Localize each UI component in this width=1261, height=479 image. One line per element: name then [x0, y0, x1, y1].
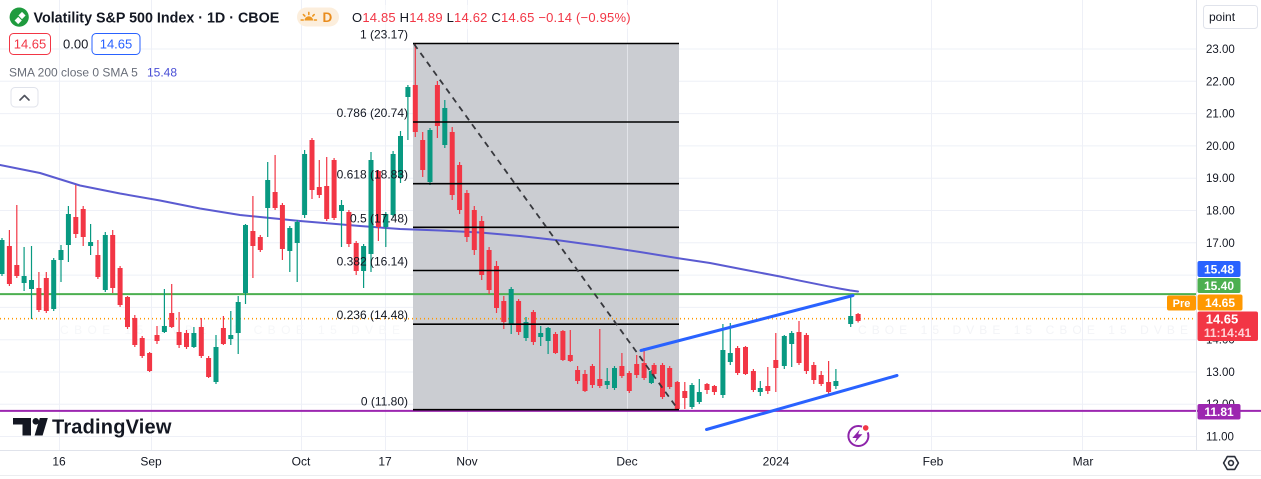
svg-text:D: D	[323, 10, 333, 25]
svg-text:1 (23.17): 1 (23.17)	[360, 28, 408, 42]
svg-text:0.236 (14.48): 0.236 (14.48)	[337, 308, 408, 322]
svg-text:15.48: 15.48	[147, 66, 177, 80]
svg-text:13.00: 13.00	[1206, 367, 1235, 379]
svg-text:18.00: 18.00	[1206, 206, 1235, 218]
svg-text:11:14:41: 11:14:41	[1204, 326, 1252, 340]
svg-text:2024: 2024	[763, 455, 790, 469]
svg-text:0.786 (20.74): 0.786 (20.74)	[337, 106, 408, 120]
svg-text:14.65: 14.65	[1206, 312, 1239, 327]
svg-text:O14.85 H14.89 L14.62 C14.65 −0: O14.85 H14.89 L14.62 C14.65 −0.14 (−0.95…	[352, 10, 631, 25]
svg-text:15.40: 15.40	[1204, 279, 1234, 293]
svg-text:0.5 (17.48): 0.5 (17.48)	[350, 211, 408, 225]
svg-text:Volatility S&P 500 Index · 1D: Volatility S&P 500 Index · 1D · CBOE	[34, 11, 280, 27]
svg-text:Nov: Nov	[456, 455, 477, 469]
svg-text:SMA 200 close 0 SMA 5: SMA 200 close 0 SMA 5	[9, 66, 138, 80]
svg-text:20.00: 20.00	[1206, 141, 1235, 153]
svg-text:TradingView: TradingView	[52, 417, 172, 439]
svg-text:Pre: Pre	[1173, 298, 1191, 310]
svg-text:16: 16	[52, 455, 66, 469]
svg-text:11.81: 11.81	[1204, 405, 1234, 419]
svg-text:Sep: Sep	[140, 455, 162, 469]
svg-text:22.00: 22.00	[1206, 76, 1235, 88]
svg-text:0.382 (16.14): 0.382 (16.14)	[337, 255, 408, 269]
svg-text:11.00: 11.00	[1206, 432, 1234, 444]
svg-text:Mar: Mar	[1073, 455, 1094, 469]
svg-text:Dec: Dec	[616, 455, 637, 469]
svg-text:21.00: 21.00	[1206, 109, 1235, 121]
svg-text:15.48: 15.48	[1204, 263, 1234, 277]
svg-text:14.65: 14.65	[100, 37, 133, 52]
svg-text:14.65: 14.65	[1205, 296, 1235, 310]
svg-text:0.618 (18.83): 0.618 (18.83)	[337, 168, 408, 182]
svg-text:point: point	[1209, 10, 1236, 24]
svg-text:Oct: Oct	[292, 455, 311, 469]
svg-text:17: 17	[378, 455, 392, 469]
svg-text:0 (11.80): 0 (11.80)	[361, 395, 408, 409]
svg-text:17.00: 17.00	[1206, 238, 1235, 250]
svg-text:14.65: 14.65	[14, 37, 47, 52]
svg-text:23.00: 23.00	[1206, 44, 1235, 56]
svg-text:19.00: 19.00	[1206, 173, 1235, 185]
svg-text:Feb: Feb	[923, 455, 944, 469]
svg-text:0.00: 0.00	[63, 37, 88, 52]
